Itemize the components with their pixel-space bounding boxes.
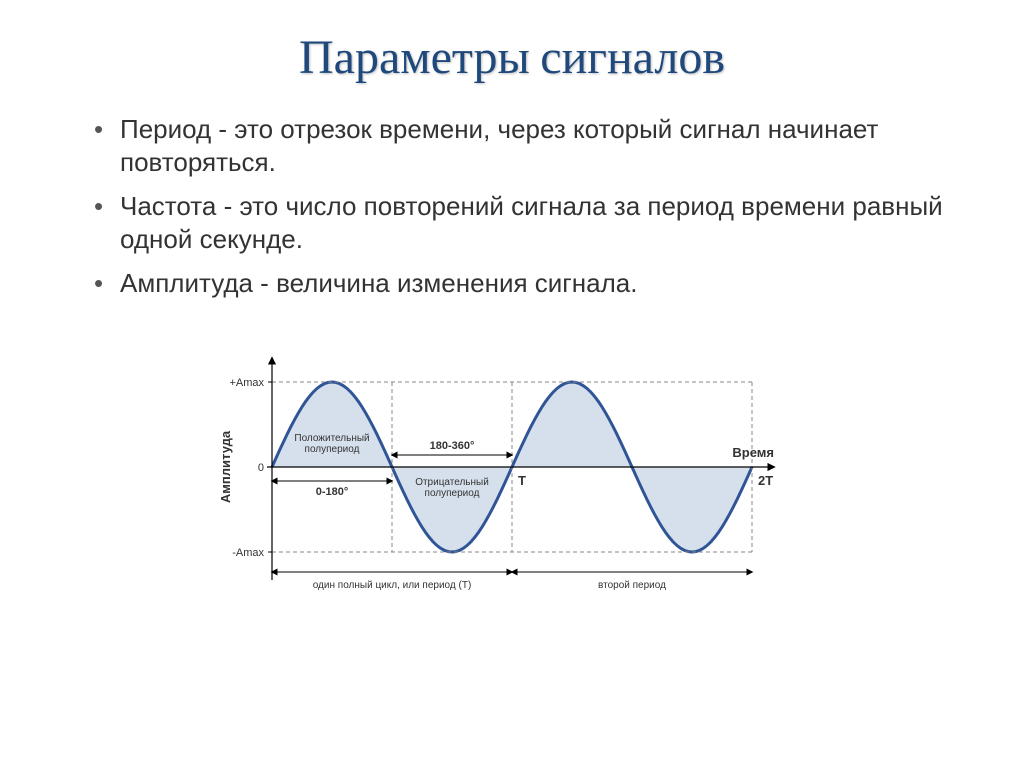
signal-chart-container: Время Амплитуда +Amax 0 -Amax T 2T Положительны… — [60, 322, 964, 612]
label-0-180: 0-180° — [316, 486, 349, 498]
y-tick-label: 0 — [258, 462, 264, 474]
bullet-list: Период - это отрезок времени, через кото… — [90, 113, 944, 300]
label-pos-half: Положительныйполупериод — [294, 433, 369, 455]
bullet-period: Период - это отрезок времени, через кото… — [90, 113, 944, 178]
label-period1: один полный цикл, или период (Т) — [313, 580, 472, 591]
slide-title: Параметры сигналов — [60, 30, 964, 85]
slide-root: Параметры сигналов Период - это отрезок … — [0, 0, 1024, 767]
label-neg-half: Отрицательныйполупериод — [415, 477, 489, 499]
bullet-amplitude: Амплитуда - величина изменения сигнала. — [90, 267, 944, 300]
y-tick-label: +Amax — [229, 377, 264, 389]
label-period2: второй период — [598, 580, 666, 591]
signal-chart: Время Амплитуда +Amax 0 -Amax T 2T Положительны… — [192, 322, 832, 612]
label-180-360: 180-360° — [430, 440, 475, 452]
x-tick-label: 2T — [758, 473, 773, 488]
x-axis-label: Время — [732, 445, 774, 460]
y-axis-label: Амплитуда — [218, 430, 233, 503]
bullet-frequency: Частота - это число повторений сигнала з… — [90, 190, 944, 255]
y-tick-label: -Amax — [232, 547, 264, 559]
x-tick-label: T — [518, 473, 526, 488]
